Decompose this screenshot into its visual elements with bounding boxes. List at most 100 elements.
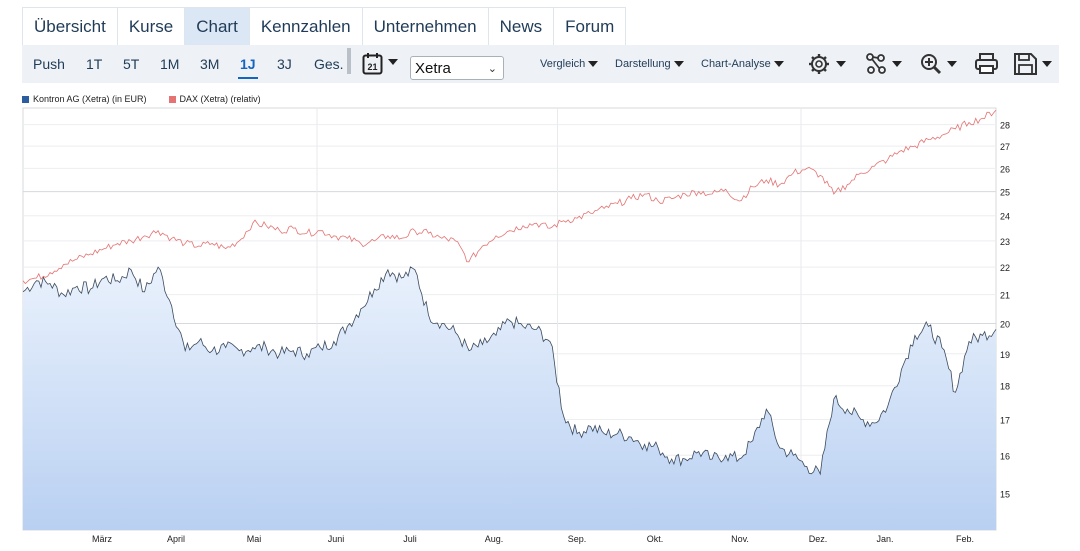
legend-label: Kontron AG (Xetra) (in EUR) — [33, 94, 147, 104]
dax-point — [480, 244, 484, 248]
tab-unternehmen[interactable]: Unternehmen — [363, 8, 489, 46]
dax-point — [508, 229, 512, 233]
y-tick-label: 18 — [1000, 382, 1010, 392]
kontron-point — [89, 287, 93, 291]
dax-point — [75, 257, 79, 261]
kontron-point — [548, 339, 552, 343]
kontron-point — [413, 268, 417, 272]
kontron-point — [872, 421, 876, 425]
x-tick-label: Mai — [247, 534, 262, 544]
x-tick-label: Okt. — [647, 534, 664, 544]
dax-point — [670, 197, 674, 201]
y-tick-label: 25 — [1000, 188, 1010, 198]
kontron-point — [899, 368, 903, 372]
dax-point — [575, 216, 579, 220]
kontron-point — [818, 472, 822, 476]
y-tick-label: 15 — [1000, 489, 1010, 499]
print-button[interactable] — [974, 52, 1000, 76]
range-1m-button[interactable]: 1M — [160, 56, 180, 72]
dax-point — [62, 262, 66, 266]
kontron-point — [318, 346, 322, 350]
dax-point — [386, 234, 390, 238]
dax-point — [845, 183, 849, 187]
kontron-point — [845, 407, 849, 411]
y-tick-label: 19 — [1000, 350, 1010, 360]
chart-legend: Kontron AG (Xetra) (in EUR) DAX (Xetra) … — [22, 94, 283, 104]
dax-point — [832, 192, 836, 196]
kontron-point — [129, 268, 133, 272]
vergleich-label: Vergleich — [540, 58, 586, 70]
darstellung-menu[interactable]: Darstellung — [615, 45, 684, 83]
exchange-select[interactable]: Xetra ⌄ — [410, 56, 504, 80]
kontron-point — [940, 346, 944, 350]
zoom-button[interactable] — [919, 52, 959, 76]
dax-point — [183, 241, 187, 245]
range-ges-button[interactable]: Ges. — [314, 56, 344, 72]
tab-kurse[interactable]: Kurse — [118, 8, 186, 46]
settings-button[interactable] — [808, 52, 848, 76]
dax-point — [751, 185, 755, 189]
kontron-point — [48, 281, 52, 285]
kontron-point — [75, 284, 79, 288]
indicators-button[interactable] — [864, 52, 904, 76]
kontron-point — [751, 439, 755, 443]
range-1t-button[interactable]: 1T — [86, 56, 103, 72]
chart-analyse-menu[interactable]: Chart-Analyse — [701, 45, 784, 83]
kontron-point — [291, 349, 295, 353]
legend-swatch — [22, 95, 29, 103]
kontron-point — [926, 324, 930, 328]
kontron-point — [535, 327, 539, 331]
dax-point — [805, 166, 809, 170]
chart-toolbar: Push 1T 5T 1M 3M 1J 3J Ges. 21 Xetra ⌄ V… — [22, 45, 1059, 83]
kontron-point — [102, 276, 106, 280]
legend-item-kontron[interactable]: Kontron AG (Xetra) (in EUR) — [22, 94, 147, 104]
dax-point — [913, 144, 917, 148]
tab-chart[interactable]: Chart — [185, 8, 250, 46]
darstellung-label: Darstellung — [615, 58, 671, 70]
tab-kennzahlen[interactable]: Kennzahlen — [250, 8, 363, 46]
dax-point — [224, 247, 228, 251]
kontron-point — [643, 442, 647, 446]
dax-point — [967, 121, 971, 125]
save-button[interactable] — [1013, 52, 1055, 76]
indicators-icon — [866, 53, 886, 74]
kontron-point — [724, 453, 728, 457]
vergleich-menu[interactable]: Vergleich — [540, 45, 599, 83]
tab-forum[interactable]: Forum — [565, 17, 615, 36]
range-push-button[interactable]: Push — [33, 56, 65, 72]
tab-bar: Übersicht Kurse Chart Kennzahlen Unterne… — [22, 7, 627, 46]
range-1j-button[interactable]: 1J — [238, 45, 258, 83]
dropdown-arrow-icon — [673, 61, 684, 68]
range-3m-button[interactable]: 3M — [200, 56, 220, 72]
dax-point — [264, 224, 268, 228]
range-5t-button[interactable]: 5T — [123, 56, 140, 72]
kontron-point — [143, 290, 147, 294]
dax-point — [156, 229, 160, 233]
dax-point — [710, 192, 714, 196]
dax-point — [521, 224, 525, 228]
dax-point — [616, 202, 620, 206]
kontron-point — [953, 390, 957, 394]
tab-news[interactable]: News — [489, 8, 555, 46]
dax-point — [102, 247, 106, 251]
kontron-point — [670, 457, 674, 461]
y-tick-label: 16 — [1000, 451, 1010, 461]
dax-point — [210, 241, 214, 245]
x-tick-label: März — [92, 534, 112, 544]
kontron-point — [21, 290, 25, 294]
calendar-button[interactable]: 21 — [362, 53, 402, 75]
kontron-point — [210, 349, 214, 353]
dax-point — [791, 171, 795, 175]
kontron-point — [967, 339, 971, 343]
dax-point — [372, 239, 376, 243]
kontron-point — [345, 324, 349, 328]
dax-point — [399, 236, 403, 240]
legend-item-dax[interactable]: DAX (Xetra) (relativ) — [168, 94, 261, 104]
tab-uebersicht[interactable]: Übersicht — [23, 8, 118, 46]
dax-point — [697, 190, 701, 194]
range-3j-button[interactable]: 3J — [277, 56, 292, 72]
y-tick-label: 23 — [1000, 237, 1010, 247]
y-tick-label: 28 — [1000, 121, 1010, 131]
kontron-point — [453, 330, 457, 334]
